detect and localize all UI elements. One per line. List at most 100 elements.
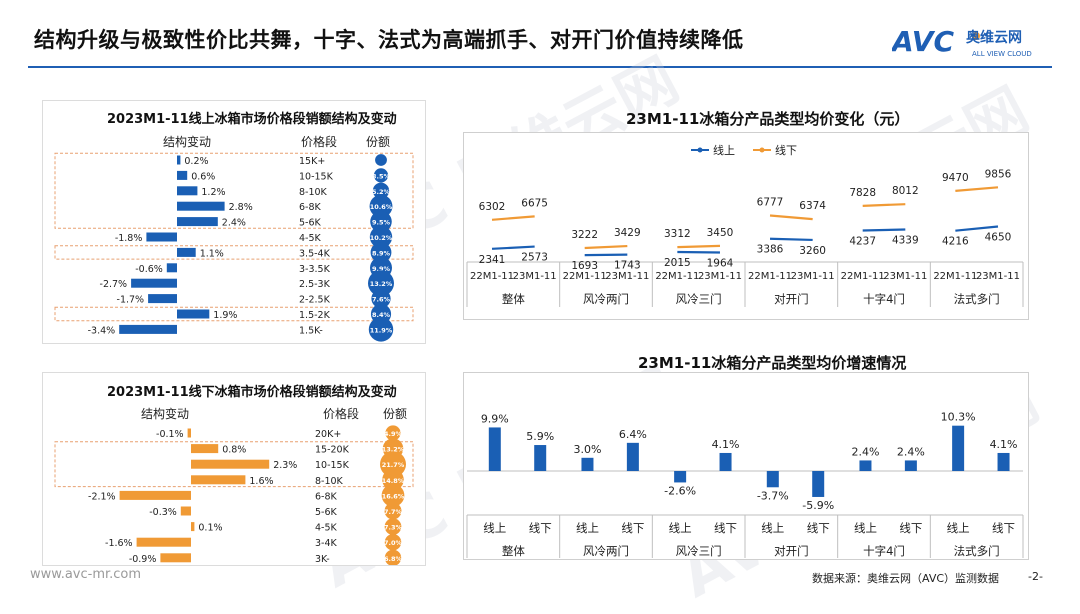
growth-label: 2.4%: [851, 445, 879, 458]
segment-label: 8-10K: [299, 187, 328, 198]
logo-en-text: ALL VIEW CLOUD: [972, 50, 1032, 58]
growth-title: 23M1-11冰箱分产品类型均价增速情况: [638, 352, 906, 373]
growth-chart: 9.9%线上5.9%线下整体3.0%线上6.4%线下风冷两门-2.6%线上4.1…: [463, 372, 1029, 560]
value-label: 4237: [849, 235, 876, 247]
group-label: 风冷三门: [676, 544, 722, 558]
change-bar: [120, 491, 191, 500]
channel-label: 线上: [576, 521, 599, 535]
period-label: 23M1-11: [976, 271, 1020, 282]
segment-label: 1.5K-: [299, 325, 323, 336]
segment-label: 10-15K: [299, 171, 334, 182]
channel-label: 线下: [992, 521, 1015, 535]
change-bar: [177, 248, 196, 257]
segment-label: 8-10K: [315, 476, 344, 487]
period-label: 23M1-11: [883, 271, 927, 282]
growth-bar: [674, 471, 686, 482]
group-label: 对开门: [774, 292, 809, 306]
growth-bar: [905, 460, 917, 471]
period-label: 23M1-11: [698, 271, 742, 282]
share-label: 10.2%: [370, 234, 393, 242]
segment-label: 15-20K: [315, 445, 350, 456]
channel-label: 线上: [854, 521, 877, 535]
change-label: -0.9%: [129, 554, 157, 565]
group-label: 对开门: [774, 544, 809, 558]
change-bar: [160, 553, 191, 562]
value-label: 8012: [892, 185, 919, 197]
group-label: 风冷两门: [583, 544, 629, 558]
segment-label: 1.5-2K: [299, 310, 331, 321]
change-label: 2.3%: [273, 460, 297, 471]
change-bar: [177, 156, 180, 165]
value-label: 7828: [849, 187, 876, 199]
value-label: 6374: [799, 200, 826, 212]
channel-label: 线上: [761, 521, 784, 535]
period-label: 23M1-11: [513, 271, 557, 282]
period-label: 22M1-11: [655, 271, 699, 282]
change-label: -2.1%: [88, 491, 116, 502]
legend-marker: [760, 148, 765, 153]
change-label: 2.8%: [229, 202, 253, 213]
growth-label: -5.9%: [802, 499, 834, 512]
segment-label: 3.5-4K: [299, 248, 331, 259]
value-label: 4339: [892, 234, 919, 246]
growth-label: 6.4%: [619, 428, 647, 441]
value-label: 1743: [614, 260, 641, 272]
segment-label: 3-4K: [315, 538, 338, 549]
growth-bar: [581, 458, 593, 471]
value-label: 3429: [614, 227, 641, 239]
growth-label: -3.7%: [757, 489, 789, 502]
change-bar: [177, 217, 218, 226]
change-label: 0.8%: [222, 445, 246, 456]
group-label: 法式多门: [954, 544, 1000, 558]
change-label: 0.2%: [184, 156, 208, 167]
chart-frame: [464, 133, 1029, 320]
segment-label: 4-5K: [299, 233, 322, 244]
growth-label: 5.9%: [526, 430, 554, 443]
change-bar: [177, 186, 197, 195]
growth-label: 3.0%: [573, 443, 601, 456]
change-label: -1.8%: [115, 233, 143, 244]
change-label: 0.6%: [191, 171, 215, 182]
change-bar: [131, 279, 177, 288]
series-line: [770, 239, 813, 240]
change-label: 2.4%: [222, 218, 246, 229]
channel-label: 线上: [669, 521, 692, 535]
share-label: 6.8%: [384, 555, 403, 563]
share-label: 7.7%: [384, 508, 403, 516]
growth-bar: [998, 453, 1010, 471]
change-bar: [177, 310, 209, 319]
growth-bar: [952, 426, 964, 471]
share-label: 11.9%: [370, 326, 393, 334]
legend-label: 线上: [713, 143, 735, 157]
change-label: -1.6%: [105, 538, 133, 549]
change-label: -1.7%: [117, 295, 145, 306]
segment-label: 10-15K: [315, 460, 350, 471]
share-bubble: [375, 154, 387, 166]
value-label: 6777: [757, 196, 784, 208]
segment-label: 6-8K: [315, 491, 338, 502]
change-label: -0.6%: [135, 264, 163, 275]
change-label: 1.1%: [200, 248, 224, 259]
growth-bar: [627, 443, 639, 471]
change-bar: [177, 171, 187, 180]
segment-label: 6-8K: [299, 202, 322, 213]
change-label: 1.6%: [249, 476, 273, 487]
segment-label: 2-2.5K: [299, 295, 331, 306]
growth-label: 4.1%: [712, 438, 740, 451]
segment-label: 5-6K: [315, 507, 338, 518]
value-label: 2015: [664, 257, 691, 269]
change-bar: [167, 263, 177, 272]
avg-price-title: 23M1-11冰箱分产品类型均价变化（元）: [626, 108, 909, 129]
value-label: 3312: [664, 228, 691, 240]
logo-cn-text: 奥维云网: [966, 29, 1022, 46]
share-label: 3.5%: [372, 172, 391, 180]
change-bar: [191, 444, 218, 453]
offline-segment-panel: 2023M1-11线下冰箱市场价格段销额结构及变动 结构变动 价格段 份额 -0…: [42, 372, 426, 566]
channel-label: 线上: [483, 521, 506, 535]
group-label: 整体: [502, 292, 525, 306]
logo-avc-text: AVC: [892, 25, 954, 58]
growth-bar: [534, 445, 546, 471]
segment-label: 15K+: [299, 156, 325, 167]
group-label: 整体: [502, 544, 525, 558]
